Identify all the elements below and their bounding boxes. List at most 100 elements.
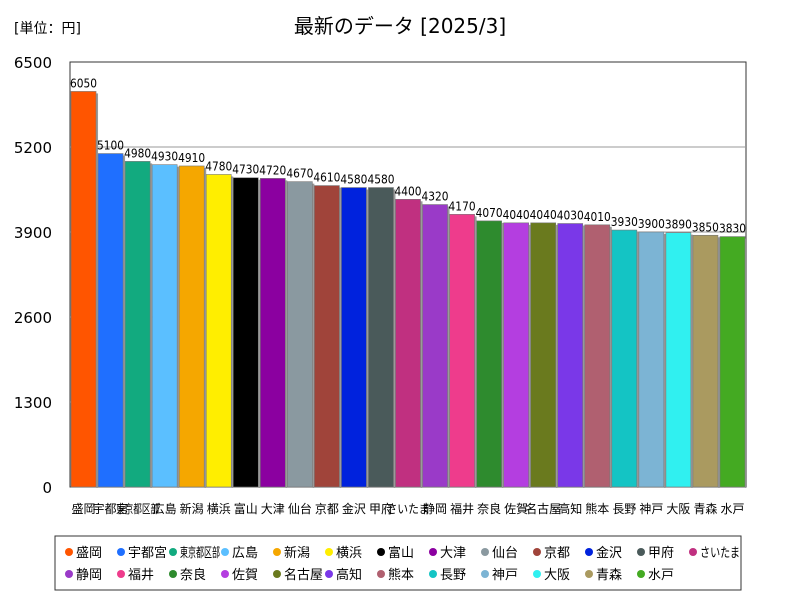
data-label: 4400: [394, 184, 421, 198]
bar-京都: [314, 185, 340, 488]
bar-神戸: [638, 231, 665, 488]
data-label: 5100: [97, 139, 124, 153]
bar-横浜: [205, 174, 232, 488]
data-label: 4580: [367, 173, 394, 187]
bar-大津: [259, 178, 286, 488]
bar-さいたま: [395, 199, 421, 488]
data-label: 4010: [584, 210, 611, 224]
bar-金沢: [341, 187, 367, 488]
x-tick-label: 熊本: [585, 501, 609, 516]
bar-静岡: [422, 204, 448, 488]
legend-label: 青森: [596, 568, 622, 583]
bar-甲府: [368, 187, 394, 488]
data-label: 4040: [530, 208, 557, 222]
bar-仙台: [287, 181, 313, 488]
legend-marker: [65, 570, 73, 578]
bar-佐賀: [503, 222, 529, 488]
legend-label: 東京都区部: [180, 545, 220, 561]
legend-label: 新潟: [284, 545, 310, 561]
bar-長野: [611, 229, 638, 488]
bar-奈良: [476, 220, 502, 488]
x-tick-label: 富山: [234, 501, 258, 516]
legend-marker: [221, 570, 229, 578]
y-tick-label: 0: [42, 479, 52, 497]
x-tick-label: 長野: [612, 502, 636, 516]
bar-東京都区部: [124, 161, 151, 488]
y-tick-label: 2600: [14, 309, 52, 327]
data-label: 3830: [719, 222, 746, 236]
legend-marker: [325, 548, 333, 556]
bar-水戸: [719, 236, 746, 488]
legend-marker: [221, 548, 229, 556]
legend-marker: [117, 548, 125, 556]
x-tick-label: 東京都区部: [116, 501, 159, 516]
data-label: 3930: [611, 215, 638, 229]
data-label: 4980: [124, 146, 151, 160]
legend-label: 神戸: [492, 568, 518, 583]
data-label: 4930: [151, 150, 178, 164]
x-tick-label: 大津: [261, 502, 285, 516]
legend-label: 水戸: [648, 568, 674, 583]
legend-label: 横浜: [336, 546, 362, 561]
data-label: 4040: [503, 208, 530, 222]
x-tick-label: 京都: [315, 502, 339, 516]
data-label: 4910: [178, 151, 205, 165]
bar-新潟: [178, 165, 205, 488]
x-tick-label: さいたま: [386, 502, 429, 516]
legend-label: 高知: [336, 567, 362, 583]
legend-label: 仙台: [492, 546, 518, 561]
data-label: 3850: [692, 220, 719, 234]
legend-label: 熊本: [388, 567, 414, 583]
bar-富山: [232, 177, 259, 488]
x-tick-label: 宇都宮: [93, 501, 129, 516]
legend-label: 長野: [440, 568, 466, 583]
legend-marker: [273, 548, 281, 556]
legend-marker: [169, 548, 177, 556]
data-label: 3900: [638, 217, 665, 231]
x-tick-label: 佐賀: [504, 502, 528, 516]
legend-label: 静岡: [76, 568, 102, 583]
data-label: 4610: [313, 171, 340, 185]
legend-marker: [117, 570, 125, 578]
legend-marker: [377, 548, 385, 556]
bar-宇都宮: [97, 153, 124, 488]
x-tick-label: 金沢: [342, 501, 366, 516]
legend-marker: [377, 570, 385, 578]
legend-marker: [169, 570, 177, 578]
legend-label: 大阪: [544, 568, 570, 583]
x-tick-label: 横浜: [207, 502, 231, 516]
bar-盛岡: [70, 91, 97, 488]
legend-marker: [637, 548, 645, 556]
legend-marker: [65, 548, 73, 556]
legend-marker: [533, 570, 541, 578]
x-tick-label: 名古屋: [525, 501, 561, 516]
legend-box: [54, 535, 742, 591]
data-label: 4670: [286, 167, 313, 181]
legend-marker: [585, 570, 593, 578]
legend-marker: [429, 548, 437, 556]
x-tick-label: 青森: [693, 501, 717, 516]
data-label: 4720: [259, 163, 286, 177]
x-tick-label: 盛岡: [72, 501, 96, 516]
legend-label: 広島: [232, 546, 258, 561]
legend-label: 福井: [128, 568, 154, 583]
y-tick-label: 6500: [14, 54, 52, 72]
y-tick-label: 3900: [14, 224, 52, 242]
legend-label: 奈良: [180, 567, 206, 583]
data-label: 4030: [557, 209, 584, 223]
data-label: 4780: [205, 159, 232, 173]
legend-marker: [585, 548, 593, 556]
y-tick-label: 5200: [14, 139, 52, 157]
legend-marker: [637, 570, 645, 578]
x-tick-label: 水戸: [720, 502, 744, 516]
y-tick-label: 1300: [14, 394, 52, 412]
unit-label: [単位：円]: [14, 21, 81, 37]
legend-marker: [689, 548, 697, 556]
legend-label: 大津: [440, 546, 466, 561]
bar-熊本: [584, 224, 611, 488]
legend-label: 佐賀: [232, 568, 258, 583]
bar-高知: [557, 223, 584, 488]
x-tick-label: 大阪: [666, 502, 690, 516]
